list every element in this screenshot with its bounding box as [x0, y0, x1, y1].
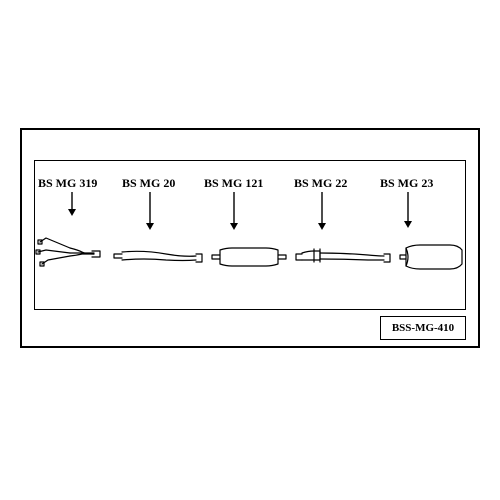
- silencer-121: [212, 248, 286, 266]
- part-number-text: BSS-MG-410: [392, 322, 454, 334]
- pipe-22: [296, 249, 390, 262]
- part-number-box: BSS-MG-410: [380, 316, 466, 340]
- label-lbl-121: BS MG 121: [204, 176, 263, 191]
- rear-silencer-23: [400, 245, 462, 269]
- label-lbl-22: BS MG 22: [294, 176, 347, 191]
- arrow-lbl-319: [68, 192, 76, 216]
- label-lbl-319: BS MG 319: [38, 176, 97, 191]
- label-lbl-20: BS MG 20: [122, 176, 175, 191]
- label-lbl-23: BS MG 23: [380, 176, 433, 191]
- exhaust-diagram: [34, 220, 466, 300]
- manifold-319: [36, 238, 100, 266]
- pipe-20: [114, 251, 202, 262]
